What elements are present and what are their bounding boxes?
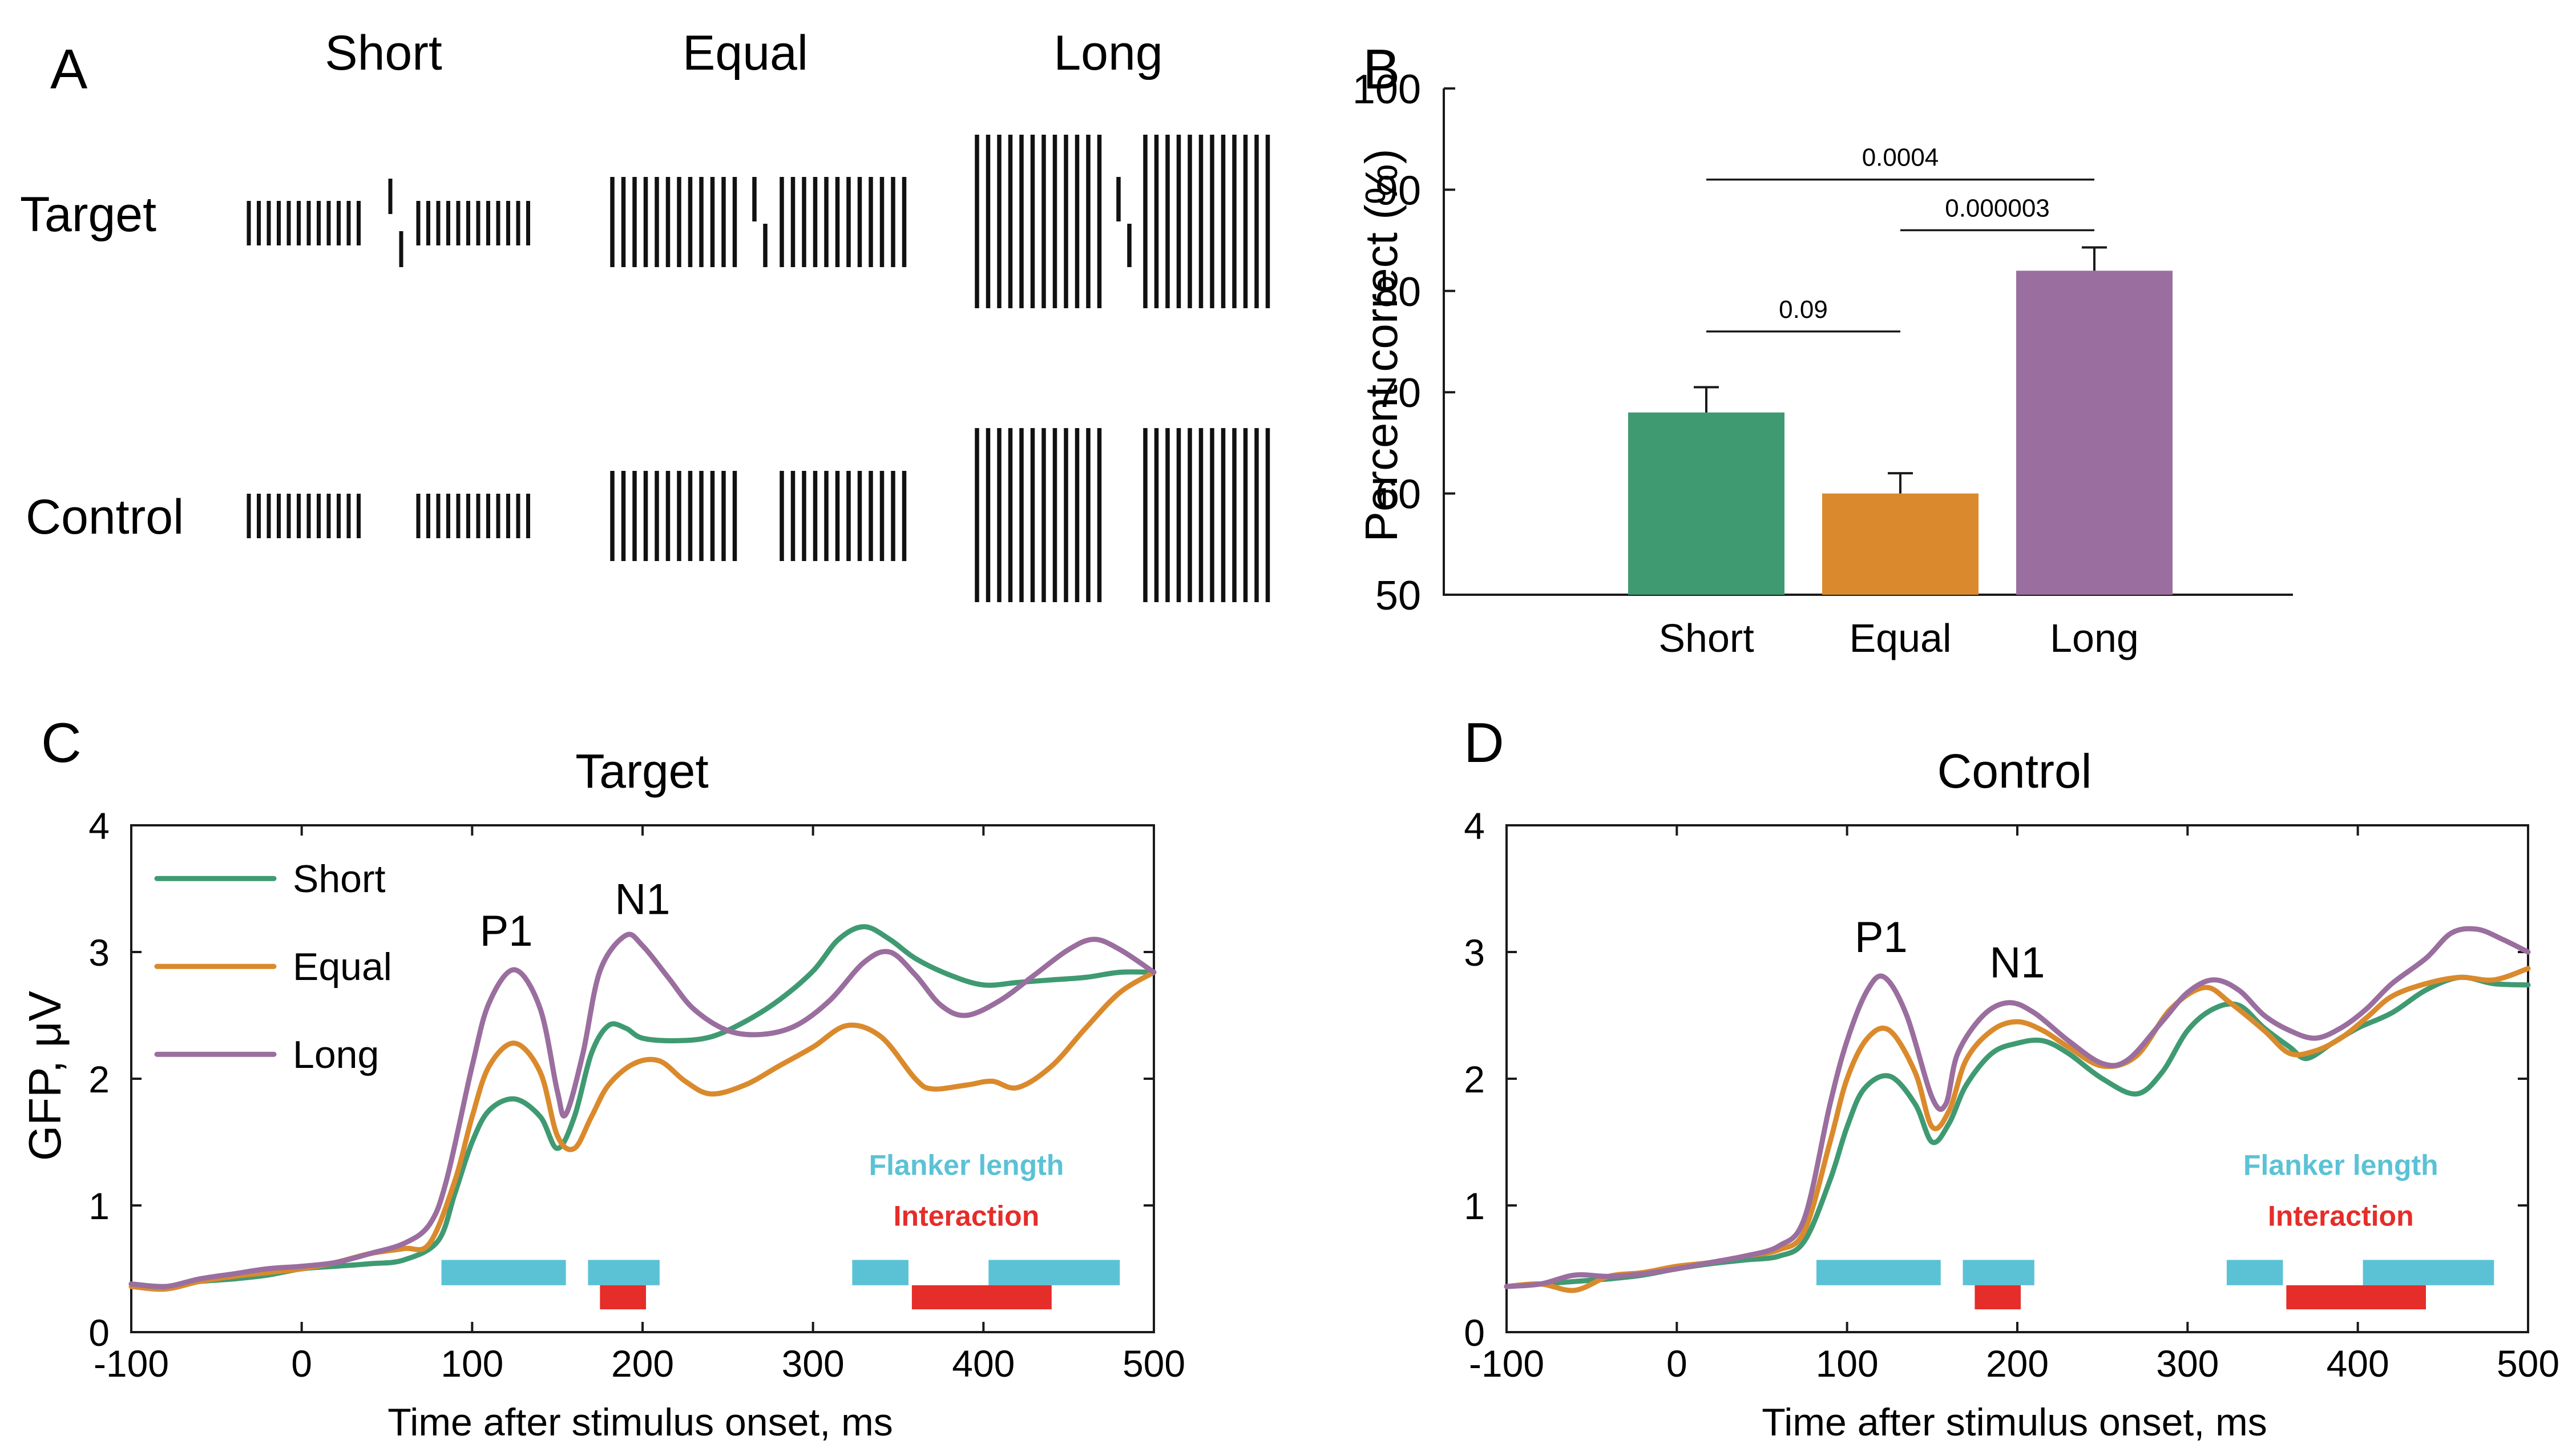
- x-tick-label: -100: [94, 1342, 169, 1385]
- y-tick-label: 1: [88, 1185, 110, 1227]
- flanker-length-bar: [2363, 1260, 2494, 1285]
- x-tick-label: 100: [441, 1342, 503, 1385]
- panel-a: A Short Equal Long Target Control: [20, 26, 1270, 602]
- p-value-label: 0.000003: [1945, 194, 2050, 222]
- column-label-equal: Equal: [683, 26, 808, 80]
- x-tick-label: 400: [2327, 1342, 2389, 1385]
- x-tick-label: 400: [952, 1342, 1015, 1385]
- peak-label-p1: P1: [1855, 913, 1908, 962]
- peak-label-n1: N1: [1989, 938, 2045, 987]
- panel-d: D Control Time after stimulus onset, ms …: [1464, 711, 2559, 1444]
- peak-label-n1: N1: [615, 875, 670, 923]
- interaction-bar: [2286, 1285, 2426, 1310]
- chart-title: Target: [575, 744, 708, 798]
- plot-frame: [1505, 824, 2529, 1333]
- x-tick-label: 0: [1666, 1342, 1687, 1385]
- panel-a-label: A: [50, 38, 88, 100]
- bar-short: [1628, 412, 1784, 595]
- column-label-short: Short: [325, 26, 442, 80]
- series-line-long: [1504, 926, 2531, 1289]
- x-tick-label: 500: [2497, 1342, 2559, 1385]
- x-tick-label: -100: [1469, 1342, 1544, 1385]
- y-tick-label: 80: [1375, 269, 1421, 315]
- x-tick-label: Long: [2050, 616, 2139, 660]
- series-line-short: [128, 924, 1157, 1289]
- series-line-long: [128, 931, 1157, 1289]
- y-axis-label: GFP, μV: [19, 990, 70, 1161]
- x-tick-label: 300: [782, 1342, 845, 1385]
- y-axis-label: Percent correct (%): [1356, 148, 1407, 542]
- flanker-length-bar: [852, 1260, 909, 1285]
- y-tick-label: 2: [88, 1058, 110, 1100]
- flanker-length-label: Flanker length: [2243, 1150, 2438, 1181]
- panel-d-label: D: [1464, 711, 1504, 774]
- x-tick-label: 300: [2156, 1342, 2219, 1385]
- y-tick-label: 3: [1464, 931, 1485, 974]
- y-tick-label: 100: [1352, 67, 1421, 112]
- y-tick-label: 90: [1375, 168, 1421, 213]
- y-tick-label: 70: [1375, 370, 1421, 416]
- y-tick-label: 2: [1464, 1058, 1485, 1100]
- x-tick-label: 200: [611, 1342, 674, 1385]
- y-tick-label: 0: [88, 1312, 110, 1354]
- series-line-equal: [128, 970, 1157, 1292]
- x-axis-label: Time after stimulus onset, ms: [1762, 1401, 2267, 1444]
- y-tick-label: 50: [1375, 573, 1421, 619]
- interaction-bar: [600, 1285, 646, 1310]
- y-tick-label: 4: [88, 805, 110, 847]
- x-tick-label: Equal: [1849, 616, 1951, 660]
- row-label-control: Control: [26, 490, 184, 544]
- interaction-label: Interaction: [2268, 1200, 2414, 1232]
- p-value-label: 0.09: [1779, 296, 1828, 324]
- flanker-length-label: Flanker length: [869, 1150, 1064, 1181]
- y-tick-label: 1: [1464, 1185, 1485, 1227]
- x-axis-label: Time after stimulus onset, ms: [387, 1401, 893, 1444]
- row-label-target: Target: [20, 187, 156, 242]
- legend-label-short: Short: [293, 857, 386, 901]
- flanker-length-bar: [988, 1260, 1120, 1285]
- bar-equal: [1822, 493, 1979, 595]
- x-tick-label: 200: [1986, 1342, 2049, 1385]
- panel-b: B Percent correct (%) 50 60 70 80 90 100 Short…: [1352, 38, 2293, 660]
- y-tick-label: 4: [1464, 805, 1485, 847]
- x-tick-label: 0: [291, 1342, 312, 1385]
- legend-label-long: Long: [293, 1033, 379, 1076]
- interaction-bar: [1975, 1285, 2021, 1310]
- x-tick-label: 100: [1816, 1342, 1879, 1385]
- interaction-label: Interaction: [894, 1200, 1040, 1232]
- bar-chart-plot: 50 60 70 80 90 100 Short Equal Long 0.09 0.0000030…: [1352, 67, 2293, 660]
- flanker-length-bar: [1963, 1260, 2034, 1285]
- flanker-length-bar: [2226, 1260, 2283, 1285]
- interaction-bar: [911, 1285, 1052, 1310]
- y-tick-label: 3: [88, 931, 110, 974]
- bar-long: [2016, 271, 2173, 595]
- p-value-label: 0.0004: [1862, 144, 1939, 172]
- x-tick-label: Short: [1658, 616, 1754, 660]
- y-tick-label: 0: [1464, 1312, 1485, 1354]
- chart-title: Control: [1937, 744, 2092, 798]
- flanker-length-bar: [588, 1260, 660, 1285]
- stimulus-gratings: [247, 135, 1270, 602]
- column-label-long: Long: [1053, 26, 1162, 80]
- flanker-length-bar: [441, 1260, 566, 1285]
- flanker-length-bar: [1816, 1260, 1941, 1285]
- peak-label-p1: P1: [480, 907, 533, 955]
- panel-c: C Target GFP, μV Time after stimulus ons…: [19, 711, 1185, 1444]
- series-line-equal: [1504, 966, 2531, 1293]
- panel-c-label: C: [41, 711, 82, 774]
- legend-label-equal: Equal: [293, 945, 392, 989]
- y-tick-label: 60: [1375, 472, 1421, 518]
- panel-b-label: B: [1363, 38, 1400, 100]
- x-tick-label: 500: [1123, 1342, 1185, 1385]
